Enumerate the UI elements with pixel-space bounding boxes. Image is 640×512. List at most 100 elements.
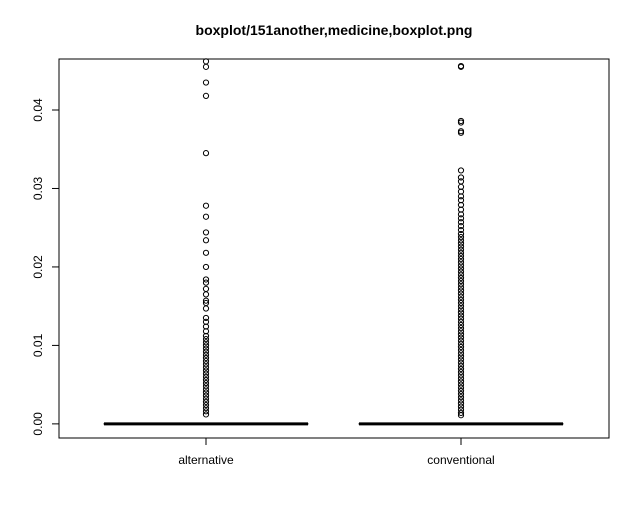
outlier-point [457,328,465,335]
outlier-point [457,318,465,325]
outlier-point [457,325,465,332]
y-tick-label: 0.00 [31,412,45,436]
outlier-point [202,358,210,365]
outlier-point [202,398,210,406]
outlier-point [202,383,210,390]
x-tick-label: conventional [427,453,494,467]
outlier-point [457,262,465,269]
outlier-point [457,387,465,395]
outlier-point [457,259,465,266]
outlier-point [202,389,210,396]
outlier-point [202,373,210,380]
outlier-point [202,202,210,209]
outlier-point [457,274,465,282]
outlier-point [202,339,210,346]
outlier-point [457,119,465,126]
outlier-point [457,284,465,291]
outlier-point [457,293,465,300]
outliers-layer [202,58,465,419]
outlier-point [202,336,210,343]
outlier-point [457,271,465,278]
outlier-point [202,405,210,412]
outlier-point [457,63,465,70]
outlier-point [202,297,210,304]
outlier-point [457,281,465,288]
outlier-point [202,92,210,99]
outlier-point [202,348,210,355]
outlier-point [457,219,465,226]
outlier-point [202,370,210,377]
y-tick-label: 0.01 [31,333,45,357]
outlier-point [457,287,465,294]
outlier-point [202,354,210,362]
outlier-point [457,378,465,385]
outlier-point [202,392,210,399]
outlier-point [457,215,465,222]
outlier-point [202,263,210,271]
outlier-point [457,252,465,260]
outlier-point [457,230,465,238]
x-tick-label: alternative [178,453,234,467]
outlier-point [457,240,465,247]
outlier-point [202,229,210,236]
outlier-point [202,342,210,349]
outlier-point [457,400,465,407]
outlier-point [202,408,210,415]
outlier-point [457,403,465,410]
outlier-point [457,237,465,244]
outlier-point [202,291,210,298]
outlier-point [457,372,465,379]
y-tick-label: 0.02 [31,255,45,279]
outlier-point [202,351,210,358]
outlier-point [457,167,465,174]
outlier-point [457,277,465,285]
outlier-point [457,193,465,200]
outlier-point [457,223,465,230]
outlier-point [457,347,465,354]
outlier-point [457,381,465,388]
outlier-point [457,268,465,275]
outlier-point [457,246,465,253]
outlier-point [457,365,465,373]
outlier-point [457,375,465,382]
outlier-point [202,411,210,418]
outlier-point [457,312,465,319]
outlier-point [202,79,210,86]
chart-title: boxplot/151another,medicine,boxplot.png [196,22,473,38]
outlier-point [202,367,210,374]
outlier-point [202,279,210,286]
outlier-point [202,332,210,340]
outlier-point [457,359,465,366]
outlier-point [457,334,465,341]
y-tick-label: 0.03 [31,176,45,200]
outlier-point [457,255,465,263]
outlier-point [457,356,465,363]
outlier-point [202,237,210,244]
outlier-point [202,376,210,384]
outlier-point [202,63,210,70]
outlier-point [457,340,465,347]
outlier-point [202,386,210,393]
outlier-point [202,361,210,368]
outlier-point [202,379,210,387]
outlier-point [457,343,465,351]
outlier-point [457,129,465,136]
outlier-point [457,394,465,401]
outlier-point [202,395,210,402]
outlier-point [202,150,210,157]
outlier-point [457,309,465,316]
outlier-point [457,211,465,218]
outlier-point [457,265,465,272]
outlier-point [457,362,465,369]
y-axis: 0.00 0.01 0.02 0.03 0.04 [31,98,60,436]
outlier-point [457,331,465,338]
outlier-point [457,412,465,419]
outlier-point [202,249,210,256]
outlier-point [457,337,465,344]
outlier-point [457,397,465,404]
outlier-point [457,306,465,313]
outlier-point [202,213,210,220]
outlier-point [457,409,465,416]
